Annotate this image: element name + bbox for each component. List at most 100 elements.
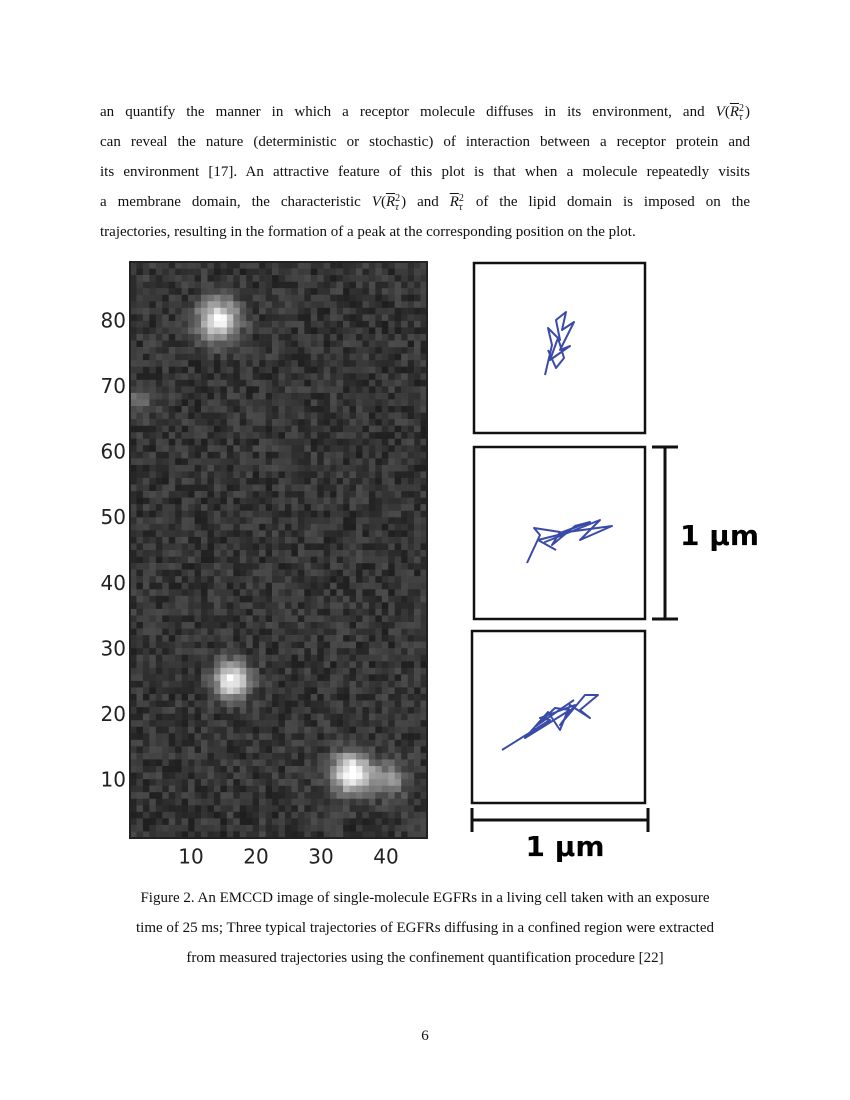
image-pixel: [252, 556, 260, 564]
image-pixel: [375, 386, 383, 394]
image-pixel: [349, 497, 357, 505]
image-pixel: [188, 654, 195, 662]
image-pixel: [336, 694, 344, 701]
image-pixel: [239, 595, 247, 603]
image-pixel: [388, 726, 396, 734]
image-pixel: [388, 831, 396, 839]
image-pixel: [246, 713, 253, 721]
image-pixel: [388, 262, 396, 269]
image-pixel: [343, 569, 350, 577]
image-pixel: [284, 288, 292, 296]
image-pixel: [207, 491, 215, 498]
image-pixel: [284, 458, 292, 466]
image-pixel: [233, 576, 241, 584]
image-pixel: [149, 785, 157, 793]
image-pixel: [297, 707, 305, 714]
image-pixel: [304, 340, 312, 348]
image-pixel: [310, 268, 318, 276]
image-pixel: [272, 491, 279, 498]
image-pixel: [136, 510, 144, 518]
image-pixel: [349, 386, 357, 394]
image-pixel: [355, 314, 363, 322]
image-pixel: [155, 759, 163, 767]
image-pixel: [336, 419, 344, 426]
image-pixel: [149, 327, 157, 335]
image-pixel: [233, 379, 241, 387]
image-pixel: [220, 726, 228, 734]
image-pixel: [349, 595, 357, 603]
image-pixel: [207, 798, 215, 806]
image-pixel: [420, 628, 428, 636]
image-pixel: [323, 694, 331, 701]
image-pixel: [265, 320, 273, 328]
image-pixel: [207, 458, 215, 466]
image-pixel: [336, 707, 344, 714]
image-pixel: [207, 589, 215, 597]
image-pixel: [226, 641, 234, 649]
image-pixel: [317, 550, 324, 557]
image-pixel: [207, 419, 215, 426]
image-pixel: [323, 523, 331, 531]
image-pixel: [188, 406, 195, 413]
image-pixel: [297, 648, 305, 656]
image-pixel: [317, 792, 324, 800]
image-pixel: [175, 262, 182, 269]
image-pixel: [388, 340, 396, 348]
image-pixel: [310, 320, 318, 328]
image-pixel: [420, 484, 428, 492]
image-pixel: [297, 720, 305, 728]
image-pixel: [246, 517, 253, 525]
image-pixel: [201, 550, 208, 557]
image-pixel: [349, 301, 357, 309]
image-pixel: [420, 432, 428, 440]
image-pixel: [168, 739, 176, 747]
image-pixel: [233, 615, 241, 623]
image-pixel: [252, 406, 260, 413]
image-pixel: [284, 425, 292, 433]
image-pixel: [239, 510, 247, 518]
image-pixel: [239, 327, 247, 335]
image-pixel: [136, 589, 144, 597]
image-pixel: [175, 314, 182, 322]
image-pixel: [142, 831, 150, 839]
image-pixel: [336, 412, 344, 420]
image-pixel: [162, 720, 170, 728]
image-pixel: [330, 798, 337, 806]
image-pixel: [407, 458, 415, 466]
image-pixel: [368, 373, 376, 381]
image-pixel: [181, 824, 189, 832]
image-pixel: [226, 464, 234, 472]
image-pixel: [239, 406, 247, 413]
image-pixel: [368, 648, 376, 656]
image-pixel: [368, 582, 376, 590]
image-pixel: [259, 785, 266, 793]
image-pixel: [220, 399, 228, 407]
image-pixel: [168, 589, 176, 597]
image-pixel: [420, 366, 428, 374]
image-pixel: [233, 419, 241, 426]
image-pixel: [252, 831, 260, 839]
image-pixel: [136, 752, 144, 760]
image-pixel: [420, 340, 428, 348]
image-pixel: [420, 373, 428, 381]
image-pixel: [381, 726, 389, 734]
image-pixel: [233, 327, 241, 335]
image-pixel: [304, 464, 312, 472]
image-pixel: [155, 811, 163, 819]
image-pixel: [420, 687, 428, 695]
image-pixel: [130, 497, 137, 505]
image-pixel: [239, 464, 247, 472]
image-pixel: [272, 595, 279, 603]
image-pixel: [168, 733, 176, 741]
image-pixel: [388, 406, 396, 413]
image-pixel: [168, 556, 176, 564]
image-pixel: [284, 759, 292, 767]
image-pixel: [142, 262, 150, 269]
image-pixel: [284, 628, 292, 636]
image-pixel: [213, 654, 221, 662]
image-pixel: [220, 543, 228, 551]
image-pixel: [136, 608, 144, 616]
image-pixel: [317, 406, 324, 413]
image-pixel: [265, 379, 273, 387]
image-pixel: [181, 281, 189, 289]
